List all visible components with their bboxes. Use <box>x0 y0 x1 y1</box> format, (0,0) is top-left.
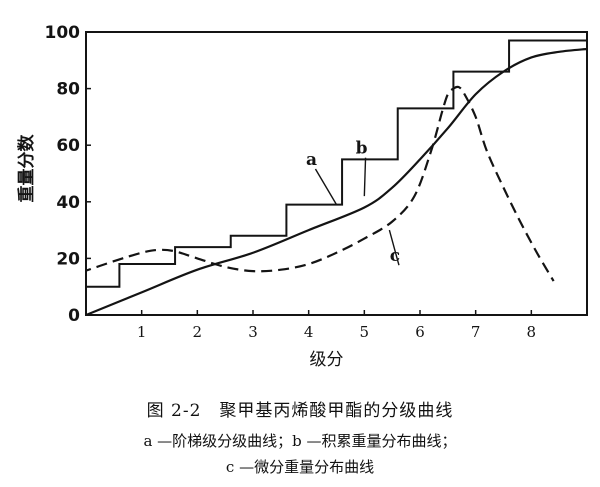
x-tick-label: 3 <box>248 323 258 341</box>
series-line-b <box>86 47 587 315</box>
annotations: a b c <box>306 139 400 267</box>
annotation-label-a: a <box>306 150 317 170</box>
series-line-c <box>86 85 555 282</box>
series-group <box>85 39 587 315</box>
x-tick-label: 4 <box>304 323 314 341</box>
figure-caption-line-1: a —阶梯级分级曲线；b —积累重量分布曲线； <box>143 432 457 450</box>
annotation-leader-a <box>314 168 338 205</box>
y-tick-label: 40 <box>56 193 80 213</box>
x-axis-label: 级分 <box>310 350 344 370</box>
annotation-leader-c <box>388 229 400 266</box>
x-tick-label: 8 <box>527 323 537 341</box>
y-axis-label: 重量分数 <box>16 134 37 203</box>
y-tick-label: 0 <box>68 306 80 326</box>
x-tick-label: 2 <box>193 323 203 341</box>
annotation-label-c: c <box>390 246 400 266</box>
x-tick-label: 1 <box>137 323 147 341</box>
annotation-label-b: b <box>356 139 368 159</box>
y-tick-label: 60 <box>56 136 80 156</box>
x-tick-label: 6 <box>415 323 425 341</box>
annotation-leader-b <box>363 157 367 197</box>
x-tick-label: 5 <box>360 323 370 341</box>
y-tick-label: 20 <box>56 249 80 269</box>
series-line-a <box>85 39 587 315</box>
figure-caption-title: 图 2-2 聚甲基丙烯酸甲酯的分级曲线 <box>146 401 454 421</box>
x-tick-label: 7 <box>471 323 481 341</box>
y-tick-label: 100 <box>45 23 81 43</box>
plot-frame <box>85 31 588 316</box>
figure-caption-line-2: c —微分重量分布曲线 <box>225 458 375 476</box>
y-tick-label: 80 <box>56 80 80 100</box>
